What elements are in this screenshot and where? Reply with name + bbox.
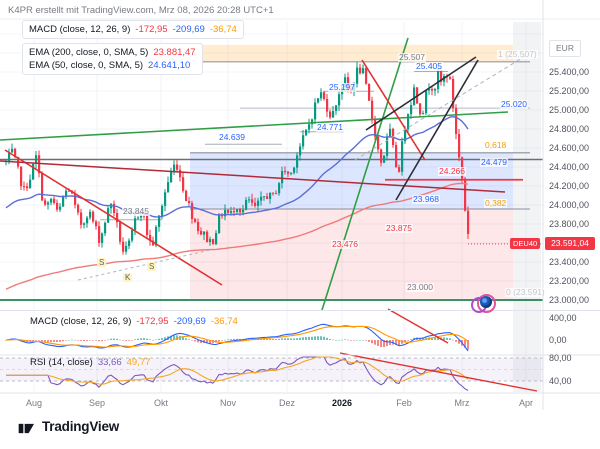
ema200-label: EMA (200, close, 0, SMA, 5)	[29, 47, 149, 58]
macd-pane-value-3: -36,74	[210, 316, 238, 327]
macd-value-1: -172,95	[135, 24, 168, 35]
time-axis[interactable]	[0, 393, 543, 410]
symbol-badge: DEU40	[510, 238, 541, 249]
macd-value-3: -36,74	[209, 24, 237, 35]
ema-legend-box[interactable]: EMA (200, close, 0, SMA, 5) 23.881,47 EM…	[22, 43, 203, 75]
macd-value-2: -209,69	[172, 24, 205, 35]
macd-legend-box[interactable]: MACD (close, 12, 26, 9) -172,95 -209,69 …	[22, 20, 244, 39]
macd-legend-label: MACD (close, 12, 26, 9)	[29, 24, 131, 35]
rsi-pane-label: RSI (14, close)	[30, 357, 93, 368]
tradingview-brand-text[interactable]: TradingView	[42, 419, 120, 434]
eye-marker-core	[480, 296, 492, 308]
rsi-pane-legend[interactable]: RSI (14, close) 33,66 49,77	[30, 357, 150, 368]
attribution-text: K4PR erstellt mit TradingView.com, Mrz 0…	[8, 5, 274, 16]
rsi-pane-value-2: 49,77	[126, 357, 151, 368]
currency-toggle[interactable]: EUR	[549, 40, 581, 57]
last-price-badge: 23.591,04	[545, 237, 595, 250]
price-axis[interactable]	[543, 0, 600, 410]
macd-pane-label: MACD (close, 12, 26, 9)	[30, 316, 132, 327]
macd-pane-legend[interactable]: MACD (close, 12, 26, 9) -172,95 -209,69 …	[30, 316, 238, 327]
ema50-label: EMA (50, close, 0, SMA, 5)	[29, 60, 144, 71]
macd-pane-value-2: -209,69	[173, 316, 206, 327]
ema200-value: 23.881,47	[153, 47, 196, 58]
tradingview-logo-icon[interactable]	[18, 421, 38, 436]
rsi-pane-value-1: 33,66	[97, 357, 122, 368]
macd-pane-value-1: -172,95	[136, 316, 169, 327]
ema50-value: 24.641,10	[148, 60, 191, 71]
eye-marker-icon[interactable]	[471, 293, 497, 313]
